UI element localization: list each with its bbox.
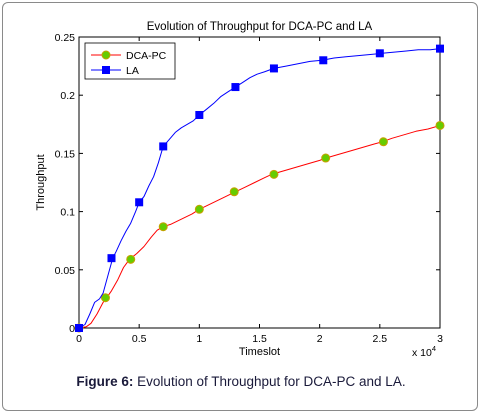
legend-marker-la [102,66,110,74]
data-point-la [269,64,278,73]
data-point-dca-pc [194,204,204,214]
x-tick-label: 1.5 [252,333,267,345]
x-axis-label: Timeslot [239,346,280,358]
x-axis-multiplier-base: x 10 [412,347,432,359]
data-point-la [195,110,204,119]
data-point-la [159,142,168,151]
y-tick-label: 0.1 [60,207,75,219]
x-tick-label: 1 [196,333,202,345]
legend-box [84,42,176,80]
data-point-dca-pc [158,222,168,232]
x-axis-multiplier: x 104 [412,344,436,359]
x-tick-label: 3 [437,333,443,345]
data-point-dca-pc [229,187,239,197]
y-tick-label: 0 [69,323,75,335]
data-point-dca-pc [100,293,110,303]
caption-text: Evolution of Throughput for DCA-PC and L… [133,374,406,389]
series-layer [74,44,445,333]
data-point-la [135,198,144,207]
series-la [75,44,444,332]
legend-label-la: LA [126,65,139,77]
chart-title: Evolution of Throughput for DCA-PC and L… [147,21,373,33]
legend: DCA-PC LA [84,42,176,80]
x-tick-label: 0.5 [132,333,147,345]
y-tick-label: 0.25 [55,32,76,44]
data-point-dca-pc [126,254,136,264]
data-point-la [75,324,83,332]
axis-ticks: 0 0.5 1 1.5 2 2.5 3 0 0.05 0.1 0.15 0.2 0.25 [55,32,444,345]
caption-label: Figure 6: [76,374,134,389]
data-point-la [375,49,384,58]
data-point-la [107,254,116,263]
figure-caption: Figure 6: Evolution of Throughput for DC… [0,374,482,389]
x-axis-multiplier-exponent: 4 [432,344,436,353]
data-point-la [231,83,240,92]
series-line-dca-pc [78,125,441,329]
data-point-dca-pc [435,120,445,130]
plot-area [78,36,441,329]
data-point-la [436,44,444,53]
data-point-la [319,56,328,65]
y-tick-label: 0.2 [60,90,75,102]
y-tick-label: 0.05 [55,265,76,277]
x-tick-label: 2 [317,333,323,345]
y-tick-label: 0.15 [55,148,76,160]
legend-marker-dca-pc [101,50,111,60]
data-point-dca-pc [321,153,331,163]
data-point-dca-pc [378,137,388,147]
data-point-dca-pc [269,169,279,179]
x-tick-label: 2.5 [373,333,388,345]
legend-label-dca-pc: DCA-PC [126,50,167,62]
y-axis-label: Throughput [35,154,47,210]
x-tick-label: 0 [76,333,82,345]
